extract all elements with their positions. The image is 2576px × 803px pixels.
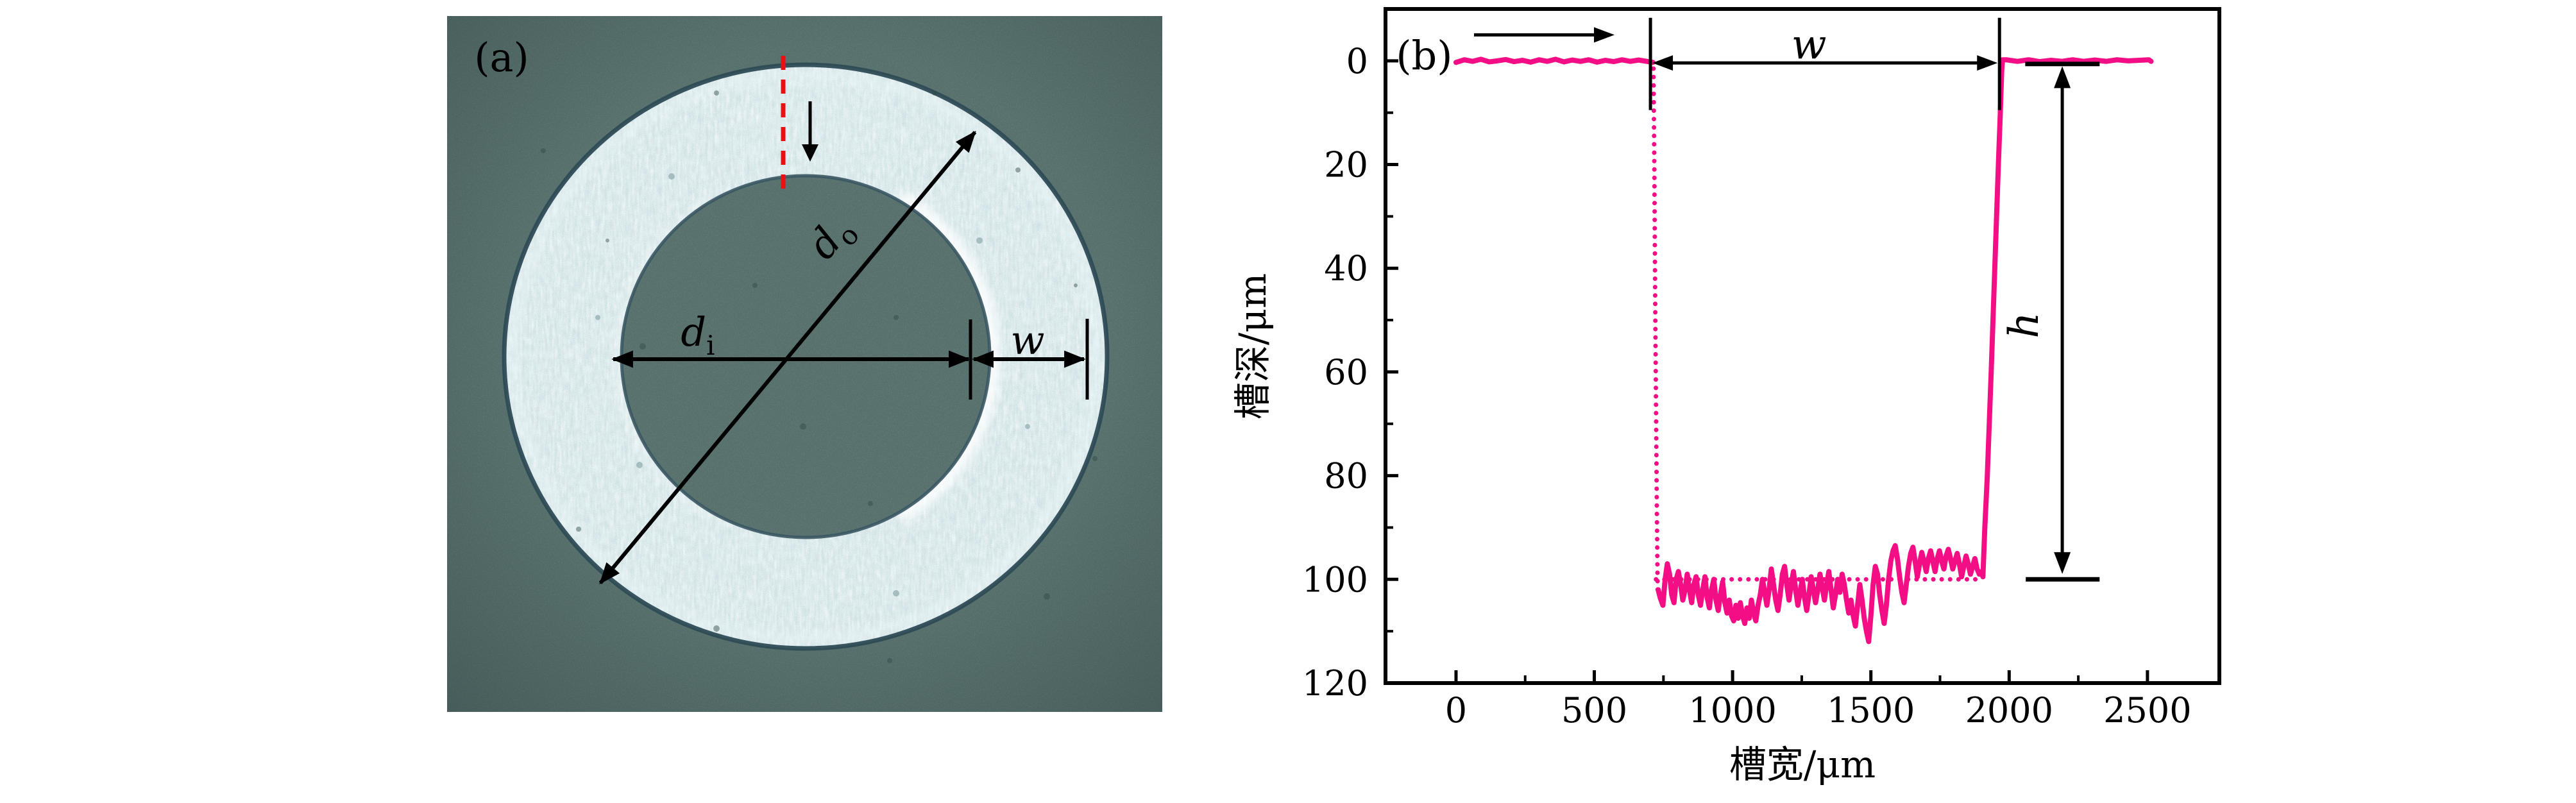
- profile-groove-left-wall: [1651, 66, 1660, 592]
- width-label: w: [1792, 21, 1827, 69]
- scan-direction-arrow-head: [1594, 27, 1615, 43]
- y-tick-label: 80: [1324, 456, 1368, 496]
- ring-width-dimension: w: [969, 317, 1089, 400]
- depth-arrow-head-down: [2054, 552, 2071, 574]
- profile-groove-floor-and-right: [1656, 57, 2154, 645]
- data-series: [1453, 56, 2154, 645]
- y-tick-label: 20: [1324, 145, 1368, 185]
- ring-width-label: w: [1010, 317, 1044, 364]
- y-tick-label: 120: [1302, 663, 1368, 704]
- width-arrow-head-left: [1652, 55, 1674, 71]
- x-tick-label: 1000: [1688, 690, 1776, 731]
- y-tick-label: 100: [1302, 559, 1368, 600]
- width-arrow-head-right: [1977, 55, 1998, 71]
- x-axis-title: 槽宽/μm: [1729, 743, 1876, 786]
- panel-b-chart: 0 500 1000 1500 2000 2500 0 20 40 60 80 100 120 槽宽/μm…: [1231, 7, 2221, 786]
- x-tick-label: 2000: [1965, 690, 2053, 731]
- panel-a-micrograph: (a) do di w: [447, 16, 1162, 712]
- depth-arrow-head-up: [2054, 66, 2071, 89]
- y-tick-label: 60: [1324, 352, 1368, 393]
- y-tick-label: 0: [1346, 41, 1368, 81]
- depth-label: h: [2001, 312, 2048, 339]
- panel-a-label: (a): [474, 34, 529, 81]
- panel-b-label: (b): [1396, 32, 1452, 79]
- x-tick-label: 500: [1561, 690, 1627, 731]
- chart-annotations: (b) w h: [1396, 17, 2100, 582]
- y-tick-label: 40: [1324, 248, 1368, 289]
- x-tick-label: 0: [1445, 690, 1467, 731]
- axes: 0 500 1000 1500 2000 2500 0 20 40 60 80 100 120 槽宽/μm…: [1231, 7, 2221, 786]
- profile-surface-left: [1453, 56, 1656, 65]
- x-tick-label: 2500: [2103, 690, 2191, 731]
- x-tick-label: 1500: [1827, 690, 1915, 731]
- inner-diameter-label: di: [681, 309, 715, 361]
- y-axis-title: 槽深/μm: [1231, 273, 1275, 419]
- outer-groove-edge: [502, 62, 1110, 651]
